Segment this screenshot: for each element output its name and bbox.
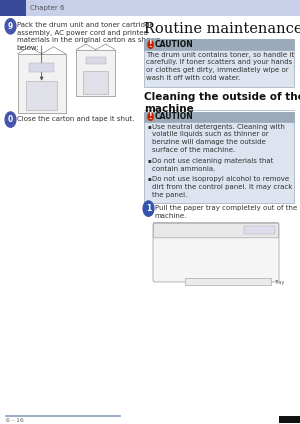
Text: CAUTION: CAUTION [155, 40, 194, 49]
FancyBboxPatch shape [154, 223, 278, 238]
Bar [244, 226, 274, 234]
Bar [76, 50, 115, 96]
Text: Chapter 6: Chapter 6 [30, 5, 64, 11]
Text: !: ! [149, 112, 152, 121]
FancyBboxPatch shape [279, 416, 300, 423]
FancyBboxPatch shape [144, 39, 294, 87]
Circle shape [5, 19, 16, 34]
FancyBboxPatch shape [0, 0, 300, 16]
Text: 1: 1 [146, 204, 151, 213]
FancyBboxPatch shape [153, 223, 279, 282]
Text: !: ! [149, 40, 152, 49]
Circle shape [148, 113, 153, 120]
Bar [85, 57, 106, 64]
Text: 6 - 16: 6 - 16 [6, 418, 24, 424]
FancyBboxPatch shape [144, 39, 294, 50]
Text: Cleaning the outside of the
machine: Cleaning the outside of the machine [144, 92, 300, 114]
Text: Pull the paper tray completely out of the
machine.: Pull the paper tray completely out of th… [155, 205, 297, 219]
Text: Routine maintenance: Routine maintenance [144, 22, 300, 36]
Text: ▪: ▪ [147, 124, 151, 129]
FancyBboxPatch shape [0, 0, 26, 16]
Text: Use neutral detergents. Cleaning with
volatile liquids such as thinner or
benzin: Use neutral detergents. Cleaning with vo… [152, 124, 285, 153]
Text: ▪: ▪ [147, 158, 151, 163]
Circle shape [143, 201, 154, 216]
Text: Do not use isopropyl alcohol to remove
dirt from the control panel. It may crack: Do not use isopropyl alcohol to remove d… [152, 176, 292, 198]
Bar [26, 81, 57, 110]
Text: ▪: ▪ [147, 176, 151, 181]
Text: 9: 9 [8, 22, 13, 31]
Text: CAUTION: CAUTION [155, 112, 194, 121]
FancyBboxPatch shape [144, 112, 294, 122]
Text: Pack the drum unit and toner cartridge
assembly, AC power cord and printed
mater: Pack the drum unit and toner cartridge a… [17, 22, 160, 51]
Text: 0: 0 [8, 115, 13, 124]
Text: Close the carton and tape it shut.: Close the carton and tape it shut. [17, 116, 134, 122]
Bar [29, 63, 54, 72]
Text: Tray: Tray [274, 280, 285, 285]
Circle shape [5, 112, 16, 127]
Bar [185, 278, 272, 285]
Circle shape [148, 41, 153, 48]
Bar [83, 71, 108, 94]
Bar [18, 54, 66, 113]
Text: The drum unit contains toner, so handle it
carefully. If toner scatters and your: The drum unit contains toner, so handle … [146, 52, 295, 81]
Text: Do not use cleaning materials that
contain ammonia.: Do not use cleaning materials that conta… [152, 158, 273, 172]
FancyBboxPatch shape [144, 112, 294, 203]
